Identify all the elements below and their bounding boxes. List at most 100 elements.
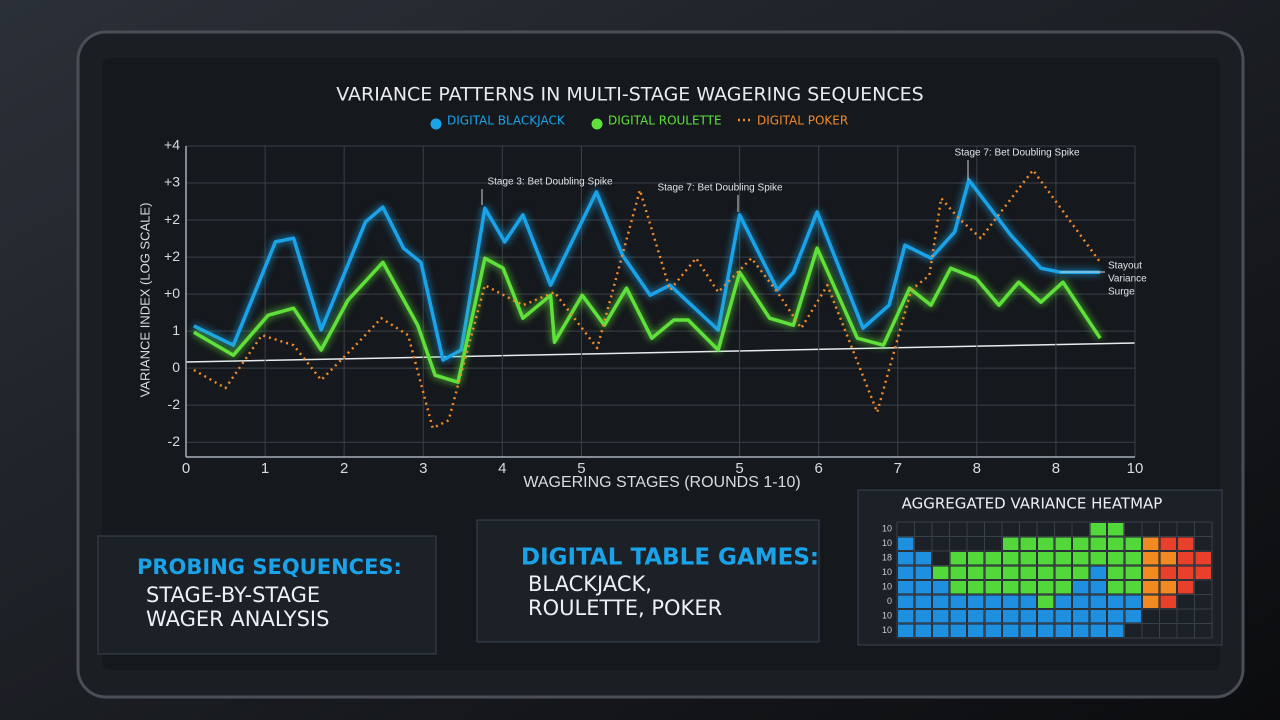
heatmap-cell xyxy=(1125,595,1141,608)
heatmap-cell xyxy=(933,566,949,579)
heatmap-cell xyxy=(933,581,949,594)
panel-line: STAGE-BY-STAGE xyxy=(146,583,320,607)
heatmap-cell xyxy=(968,624,984,637)
callout: Variance xyxy=(1108,274,1147,285)
y-tick-label: +2 xyxy=(164,211,180,227)
heatmap-cell xyxy=(1003,537,1019,550)
heatmap-cell xyxy=(1038,566,1054,579)
x-tick-label: 3 xyxy=(419,460,427,477)
heatmap-cell xyxy=(1143,552,1159,565)
x-tick-label: 7 xyxy=(894,460,902,477)
heatmap-cell xyxy=(1073,624,1089,637)
panel-heading: PROBING SEQUENCES: xyxy=(137,555,402,579)
y-axis-label: VARIANCE INDEX (LOG SCALE) xyxy=(137,203,152,398)
heatmap-cell xyxy=(985,566,1001,579)
heatmap-cell xyxy=(1073,595,1089,608)
annotation: Stage 3: Bet Doubling Spike xyxy=(487,177,613,188)
heatmap-cell xyxy=(898,537,914,550)
heatmap-cell xyxy=(1143,581,1159,594)
heatmap-cell xyxy=(1160,581,1176,594)
y-tick-label: +4 xyxy=(164,137,180,153)
heatmap-cell xyxy=(1108,610,1124,623)
heatmap-cell xyxy=(1073,581,1089,594)
heatmap-cell xyxy=(1055,581,1071,594)
legend-label: DIGITAL ROULETTE xyxy=(608,114,722,128)
heatmap-row-label: 10 xyxy=(882,611,892,621)
x-tick-label: 8 xyxy=(973,460,981,477)
heatmap-cell xyxy=(1143,537,1159,550)
x-tick-label: 8 xyxy=(1052,460,1060,477)
legend-label: DIGITAL BLACKJACK xyxy=(447,114,566,128)
heatmap-cell xyxy=(1038,624,1054,637)
heatmap-cell xyxy=(898,581,914,594)
heatmap-cell xyxy=(1003,624,1019,637)
legend-label: DIGITAL POKER xyxy=(757,114,848,128)
heatmap-cell xyxy=(1143,595,1159,608)
heatmap-cell xyxy=(968,595,984,608)
heatmap-cell xyxy=(985,624,1001,637)
heatmap-cell xyxy=(1003,566,1019,579)
heatmap-cell xyxy=(1003,552,1019,565)
x-tick-label: 2 xyxy=(340,460,348,477)
legend-swatch xyxy=(591,118,603,130)
x-tick-label: 6 xyxy=(814,460,822,477)
heatmap-cell xyxy=(915,566,931,579)
info-panel xyxy=(97,535,437,655)
heatmap-cell xyxy=(985,552,1001,565)
heatmap-cell xyxy=(1020,610,1036,623)
annotation: Stage 7: Bet Doubling Spike xyxy=(954,148,1080,159)
heatmap-cell xyxy=(1108,566,1124,579)
x-axis-label: WAGERING STAGES (ROUNDS 1-10) xyxy=(523,474,800,491)
heatmap-cell xyxy=(1090,595,1106,608)
heatmap-cell xyxy=(898,552,914,565)
heatmap-cell xyxy=(1020,581,1036,594)
heatmap-cell xyxy=(1125,566,1141,579)
callout: Surge xyxy=(1108,287,1135,298)
panel-heading: DIGITAL TABLE GAMES: xyxy=(521,545,819,571)
x-tick-label: 4 xyxy=(498,460,506,477)
series-line xyxy=(193,246,1102,384)
heatmap-cell xyxy=(985,595,1001,608)
heatmap-cell xyxy=(968,566,984,579)
heatmap-cell xyxy=(915,610,931,623)
heatmap-row-label: 10 xyxy=(882,567,892,577)
heatmap-cell xyxy=(950,595,966,608)
heatmap-cell xyxy=(1055,610,1071,623)
heatmap-cell xyxy=(1125,552,1141,565)
heatmap-cell xyxy=(968,581,984,594)
heatmap-row-label: 0 xyxy=(887,596,892,606)
heatmap-cell xyxy=(1073,610,1089,623)
heatmap-cell xyxy=(968,552,984,565)
heatmap-cell xyxy=(950,581,966,594)
heatmap-row-label: 10 xyxy=(882,538,892,548)
x-tick-label: 0 xyxy=(182,460,190,477)
heatmap-cell xyxy=(1090,566,1106,579)
heatmap-cell xyxy=(898,566,914,579)
heatmap-cell xyxy=(1055,566,1071,579)
heatmap-row-label: 10 xyxy=(882,582,892,592)
heatmap-cell xyxy=(1090,523,1106,536)
heatmap-cell xyxy=(898,595,914,608)
heatmap-cell xyxy=(985,581,1001,594)
y-tick-label: +0 xyxy=(164,285,180,301)
heatmap-cell xyxy=(1125,537,1141,550)
y-tick-label: -2 xyxy=(168,433,181,449)
heatmap-cell xyxy=(1160,595,1176,608)
x-tick-label: 10 xyxy=(1127,460,1144,477)
heatmap-cell xyxy=(1108,595,1124,608)
heatmap-cell xyxy=(1038,595,1054,608)
heatmap-cell xyxy=(1125,610,1141,623)
heatmap-cell xyxy=(950,566,966,579)
series-line xyxy=(193,168,1102,430)
heatmap-cell xyxy=(1125,581,1141,594)
heatmap-cell xyxy=(1108,581,1124,594)
heatmap-cell xyxy=(1160,537,1176,550)
heatmap-cell xyxy=(1020,595,1036,608)
heatmap-cell xyxy=(1055,552,1071,565)
y-tick-label: -2 xyxy=(168,396,181,412)
heatmap-row-label: 10 xyxy=(882,625,892,635)
heatmap-cell xyxy=(1055,595,1071,608)
heatmap-cell xyxy=(1038,537,1054,550)
y-tick-label: +2 xyxy=(164,248,180,264)
